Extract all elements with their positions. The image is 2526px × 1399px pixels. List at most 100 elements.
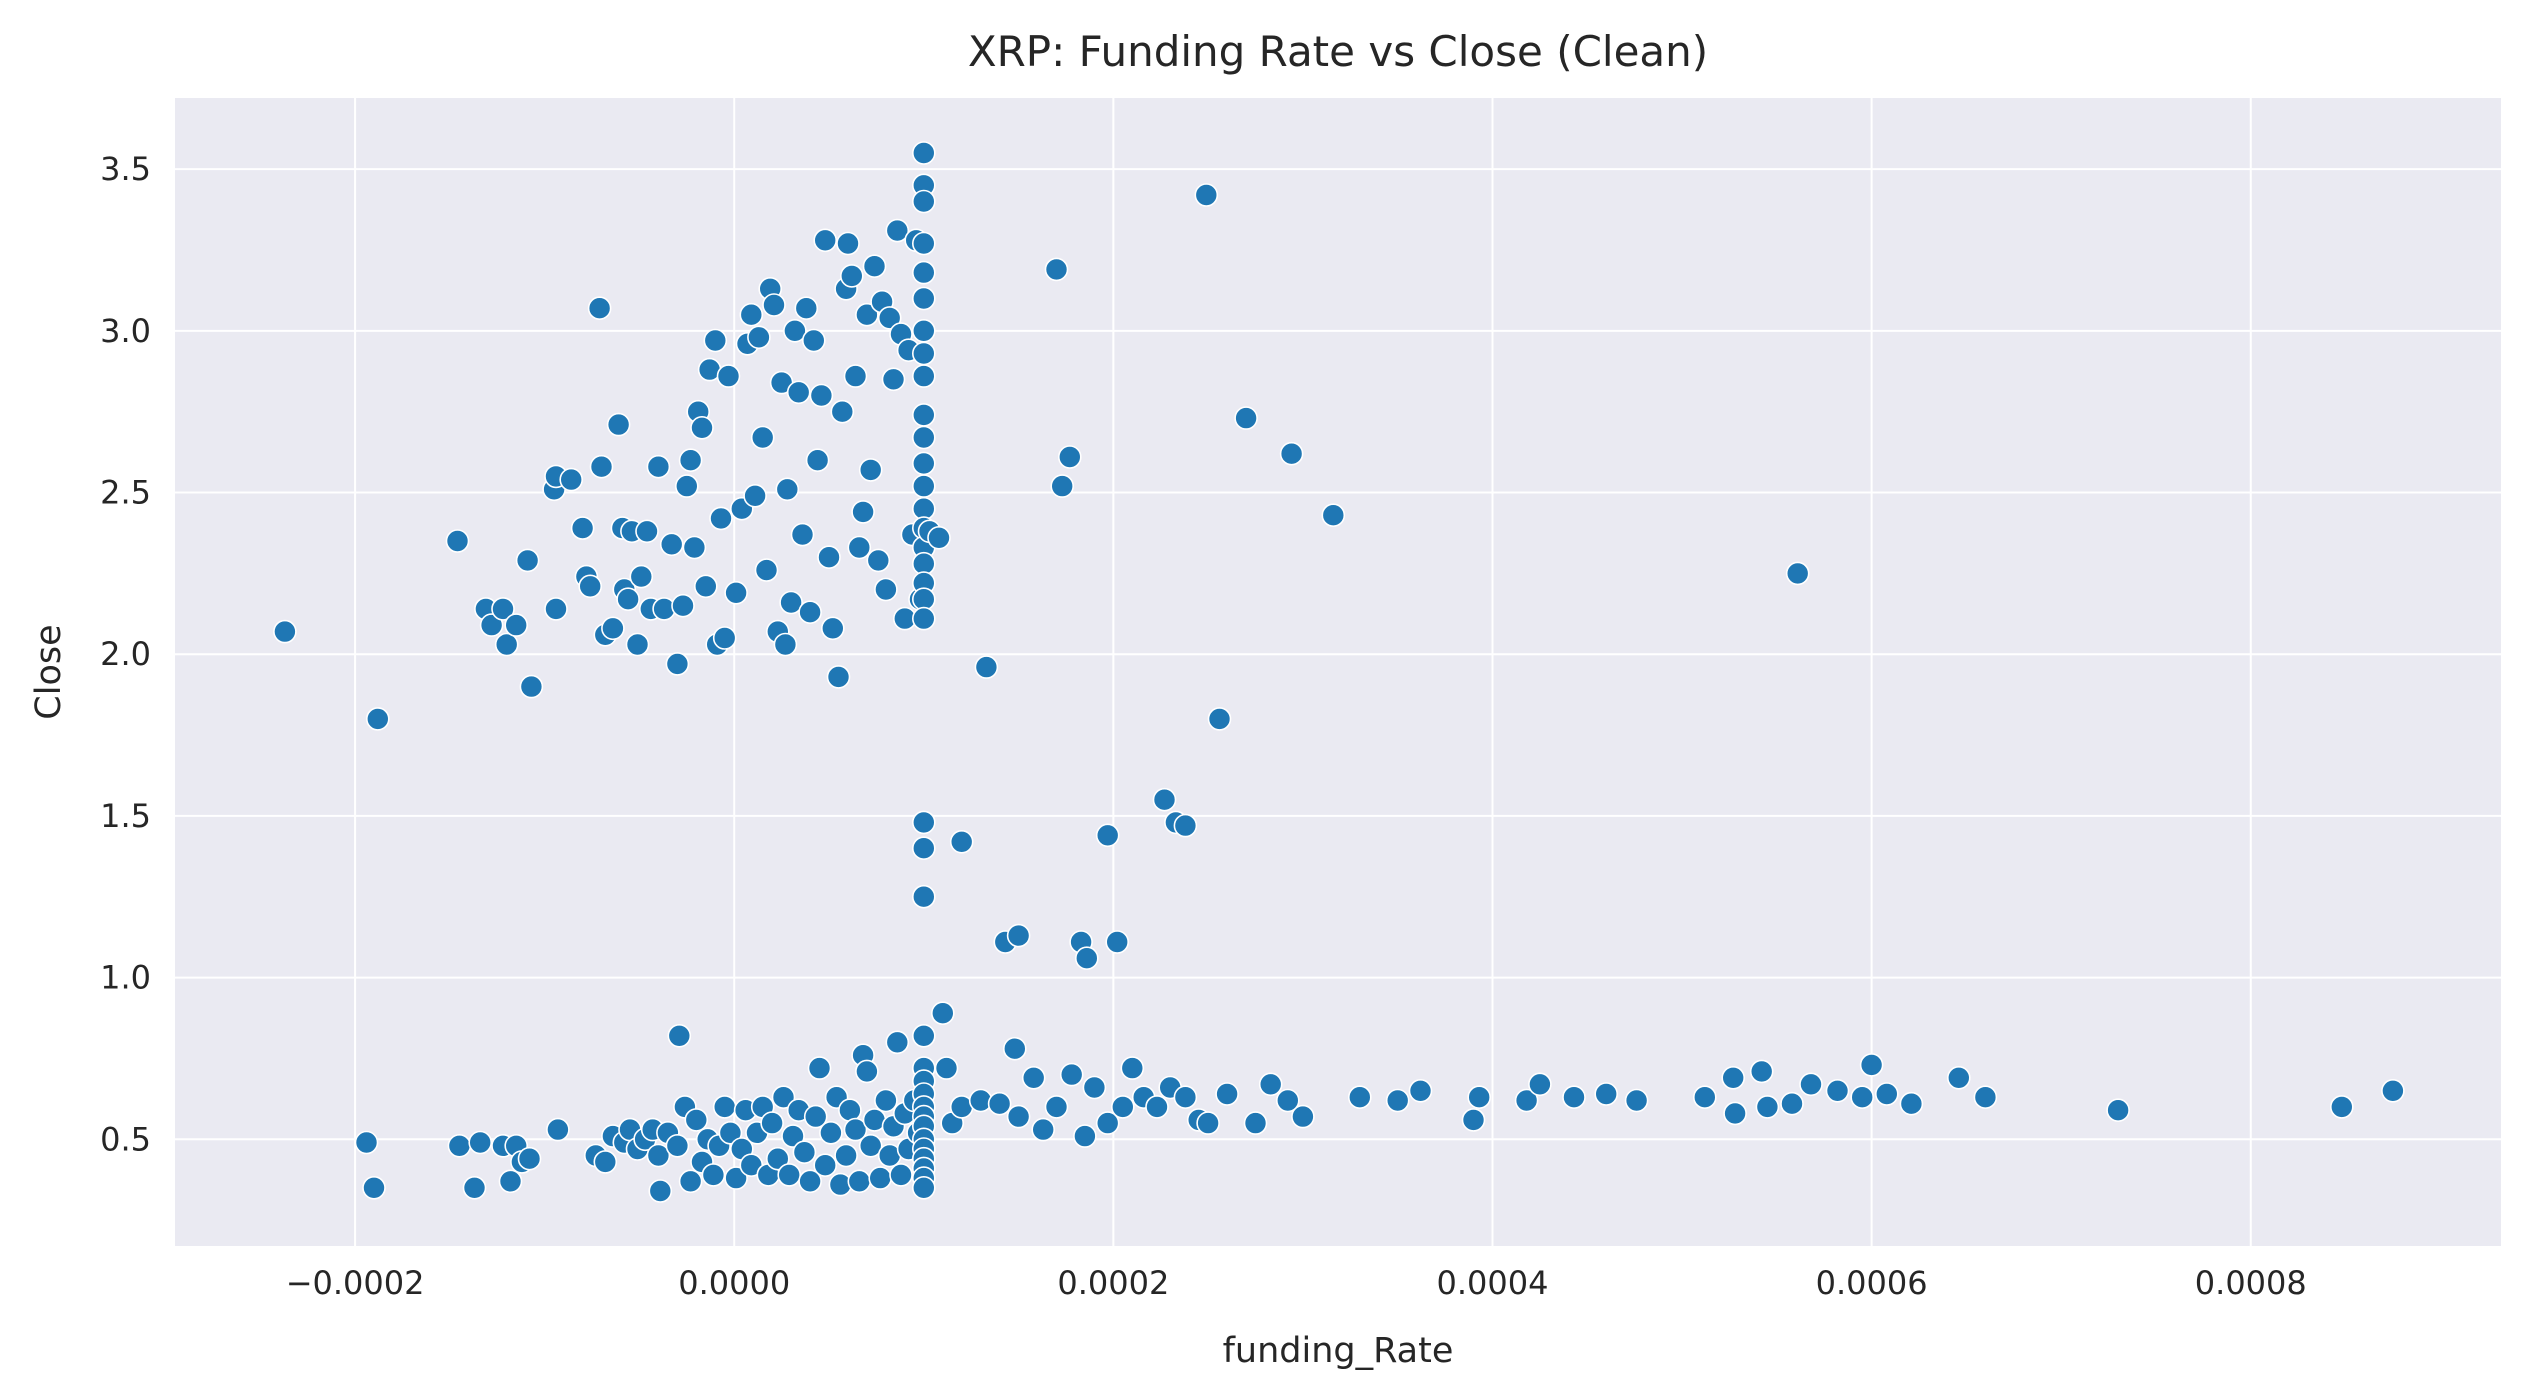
data-point [851, 500, 875, 524]
data-point [762, 293, 786, 317]
data-point [1385, 1088, 1410, 1113]
data-point [1145, 1095, 1169, 1119]
data-point [498, 1169, 523, 1194]
data-point [911, 260, 936, 285]
data-point [911, 451, 936, 476]
data-point [798, 1169, 822, 1194]
data-point [724, 1166, 748, 1190]
data-point [911, 425, 936, 450]
data-point [792, 1140, 817, 1164]
data-point [578, 574, 603, 599]
data-point [911, 606, 936, 631]
data-point [1044, 257, 1069, 282]
data-point [949, 829, 974, 854]
data-point [716, 364, 741, 388]
data-point [1207, 707, 1232, 731]
data-point [813, 228, 838, 253]
data-point [684, 1108, 709, 1132]
data-point [1152, 787, 1177, 812]
x-axis-label: funding_Rate [1223, 1331, 1454, 1371]
data-point [1173, 1085, 1198, 1109]
data-point [830, 399, 855, 424]
data-point [885, 1030, 910, 1055]
data-point [927, 525, 951, 550]
data-point [1947, 1066, 1971, 1090]
data-point [635, 519, 659, 544]
data-point [760, 1111, 784, 1135]
data-point [1002, 1036, 1027, 1061]
data-point [671, 593, 695, 618]
data-point [836, 231, 860, 256]
data-point [1082, 1075, 1107, 1100]
data-point [839, 264, 864, 288]
data-point [1514, 1088, 1539, 1113]
data-point [665, 1134, 690, 1158]
data-point [1258, 1072, 1283, 1097]
data-point [365, 707, 390, 731]
data-point [546, 1117, 570, 1142]
data-point [646, 1143, 671, 1168]
y-tick-labels: 0.5 1.0 1.5 2.0 2.5 3.0 3.5 [100, 150, 151, 1158]
data-point [862, 254, 887, 279]
data-point [354, 1130, 379, 1155]
y-tick-label: 1.5 [100, 797, 151, 835]
x-tick-label: 0.0002 [1057, 1264, 1169, 1302]
data-point [517, 1146, 542, 1171]
data-point [911, 403, 936, 427]
data-point [674, 474, 699, 498]
data-point [693, 574, 718, 599]
data-point [801, 328, 826, 353]
data-point [847, 1169, 872, 1194]
data-point [754, 558, 779, 582]
plot-background [175, 98, 2501, 1246]
data-point [781, 1124, 805, 1148]
data-point [678, 448, 703, 473]
data-point [491, 597, 515, 621]
x-gridlines [354, 98, 2252, 1246]
data-point [803, 1104, 828, 1129]
data-point [819, 1121, 843, 1145]
data-point [855, 302, 879, 327]
data-point [682, 535, 707, 560]
y-tick-label: 3.0 [100, 312, 151, 350]
data-point [1723, 1101, 1747, 1126]
data-point [1850, 1085, 1874, 1109]
data-point [1755, 1095, 1780, 1119]
data-point [834, 1143, 858, 1168]
y-tick-label: 2.0 [100, 635, 151, 673]
data-point [911, 1176, 936, 1200]
data-point [1006, 1104, 1031, 1129]
data-point [847, 535, 872, 560]
data-point [1973, 1085, 1998, 1109]
data-point [701, 1163, 726, 1187]
data-point [805, 448, 830, 473]
chart-title: XRP: Funding Rate vs Close (Clean) [968, 27, 1708, 76]
data-point [786, 380, 811, 405]
data-point [779, 590, 803, 615]
data-point [874, 1088, 898, 1113]
data-point [1075, 946, 1099, 971]
data-point [1215, 1082, 1239, 1106]
data-point [820, 616, 845, 641]
data-points [273, 141, 2405, 1203]
data-point [519, 674, 544, 699]
data-point [1291, 1104, 1315, 1129]
data-point [703, 328, 728, 353]
data-point [362, 1176, 386, 1200]
data-point [1120, 1056, 1145, 1080]
data-point [911, 810, 936, 835]
data-point [858, 1134, 883, 1158]
data-point [606, 412, 631, 437]
data-point [843, 1117, 868, 1142]
data-point [593, 1150, 618, 1174]
data-point [743, 483, 767, 508]
data-point [1073, 1124, 1097, 1148]
data-point [1785, 561, 1810, 586]
data-point [1348, 1085, 1372, 1109]
data-point [587, 296, 612, 321]
data-point [1899, 1091, 1924, 1116]
data-point [447, 1134, 472, 1158]
data-point [1875, 1082, 1899, 1106]
y-tick-label: 3.5 [100, 150, 151, 188]
